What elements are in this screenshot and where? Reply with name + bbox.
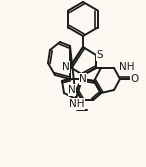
Text: S: S — [97, 50, 103, 60]
Text: NH: NH — [119, 62, 134, 72]
Text: NH: NH — [69, 99, 85, 109]
Text: N: N — [79, 74, 87, 84]
Text: N: N — [68, 85, 76, 95]
Text: O: O — [131, 74, 139, 84]
Text: N: N — [62, 62, 70, 72]
